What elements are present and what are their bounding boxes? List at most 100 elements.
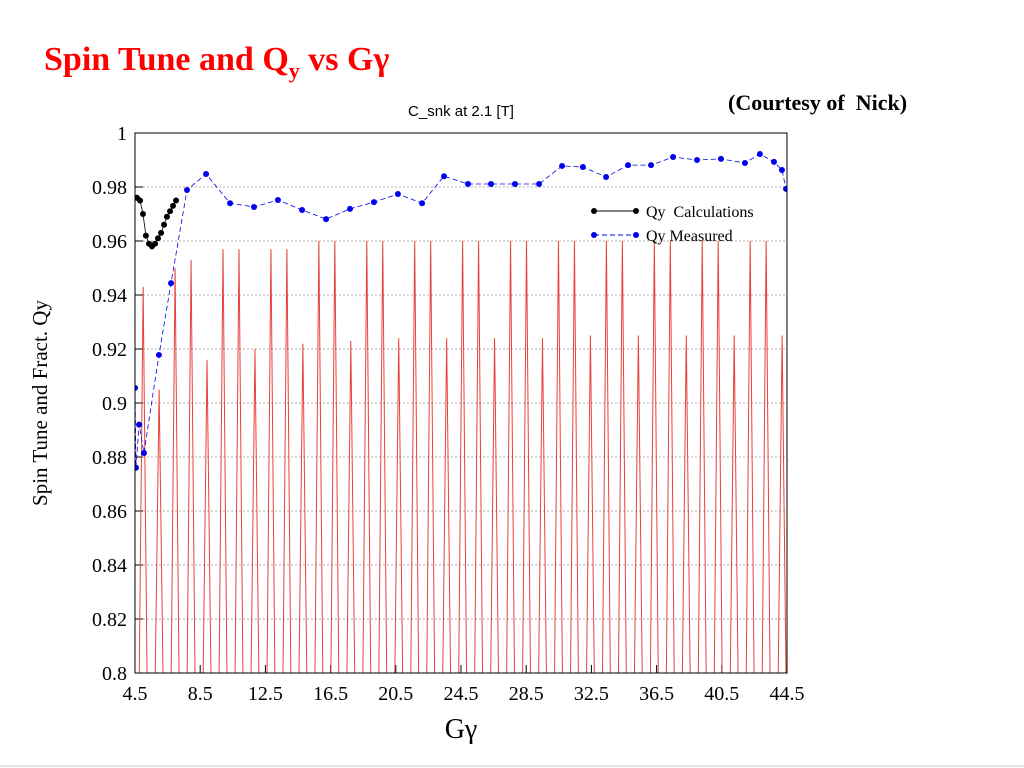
slide-title: Spin Tune and Qy vs Gγ bbox=[44, 41, 389, 83]
legend-marker bbox=[591, 208, 597, 214]
y-tick-label: 0.9 bbox=[102, 393, 127, 415]
spin-tune-spike bbox=[282, 249, 292, 673]
y-tick-label: 1 bbox=[117, 123, 127, 145]
spin-tune-spike bbox=[490, 338, 499, 673]
series-point bbox=[168, 280, 175, 287]
spin-tune-spike bbox=[570, 240, 579, 673]
spin-tune-spike bbox=[538, 338, 547, 673]
y-tick-label: 0.86 bbox=[92, 501, 127, 523]
spin-tune-spike bbox=[218, 249, 228, 673]
annotation: (Courtesy of Nick) bbox=[728, 90, 907, 115]
series-point bbox=[250, 203, 257, 210]
series-point bbox=[142, 232, 149, 239]
series-point bbox=[648, 162, 655, 169]
series-point bbox=[741, 159, 748, 166]
x-tick-label: 24.5 bbox=[444, 683, 479, 705]
title-text: Spin Tune and Q bbox=[44, 41, 289, 78]
spin-tune-spike bbox=[138, 286, 148, 673]
spin-tune-spike bbox=[633, 335, 643, 673]
y-tick-label: 0.88 bbox=[92, 447, 127, 469]
series-point bbox=[441, 173, 448, 180]
spin-tune-spike bbox=[442, 338, 452, 673]
chart-subtitle: C_snk at 2.1 [T] bbox=[408, 103, 514, 120]
series-point bbox=[536, 181, 543, 188]
spin-tune-spike bbox=[154, 389, 164, 673]
spin-tune-spike bbox=[681, 335, 691, 673]
series-point bbox=[559, 162, 566, 169]
spin-tune-spike bbox=[250, 348, 260, 673]
series-point bbox=[370, 199, 377, 206]
spin-tune-spike bbox=[777, 335, 787, 673]
y-axis-label: Spin Tune and Fract. Qy bbox=[28, 300, 52, 506]
y-tick-label: 0.92 bbox=[92, 339, 127, 361]
spin-tune-spike bbox=[330, 240, 340, 673]
series-line bbox=[135, 153, 787, 468]
series-point bbox=[135, 464, 139, 471]
legend-marker bbox=[633, 208, 639, 214]
series-point bbox=[717, 155, 724, 162]
series-point bbox=[161, 221, 168, 228]
legend-marker bbox=[591, 232, 597, 238]
series-point bbox=[625, 162, 632, 169]
series-point bbox=[756, 151, 763, 158]
spin-tune-spike bbox=[266, 249, 276, 673]
spin-tune-spike bbox=[729, 335, 739, 673]
spin-tune-spike bbox=[410, 240, 420, 673]
legend-marker bbox=[633, 232, 639, 238]
spin-tune-spike bbox=[665, 240, 675, 673]
spin-tune-spike bbox=[761, 240, 771, 673]
series-point bbox=[152, 240, 159, 247]
x-axis-label: Gγ bbox=[445, 714, 478, 745]
series-point bbox=[137, 197, 144, 204]
spin-tune-spike bbox=[601, 240, 611, 673]
spin-tune-spike bbox=[378, 240, 388, 673]
series-point bbox=[778, 166, 785, 173]
spin-tune-spike bbox=[362, 240, 372, 673]
series-point bbox=[158, 229, 165, 236]
spin-tune-spike bbox=[522, 240, 531, 673]
x-tick-label: 4.5 bbox=[123, 683, 148, 705]
series-point bbox=[579, 164, 586, 171]
series-point bbox=[154, 235, 161, 242]
spin-tune-spike bbox=[649, 240, 659, 673]
plot-frame bbox=[134, 132, 788, 674]
x-tick-label: 44.5 bbox=[770, 683, 805, 705]
series-point bbox=[394, 191, 401, 198]
x-tick-label: 40.5 bbox=[704, 683, 739, 705]
x-tick-label: 12.5 bbox=[248, 683, 283, 705]
series-point bbox=[135, 384, 138, 391]
series-point bbox=[140, 449, 147, 456]
x-tick-label: 36.5 bbox=[639, 683, 674, 705]
series-point bbox=[465, 181, 472, 188]
series-point bbox=[167, 208, 174, 215]
series-point bbox=[670, 154, 677, 161]
spin-tune-spike bbox=[234, 249, 244, 673]
spin-tune-spike bbox=[458, 240, 468, 673]
y-tick-label: 0.96 bbox=[92, 231, 127, 253]
title-text: vs Gγ bbox=[300, 41, 390, 78]
x-tick-label: 8.5 bbox=[188, 683, 213, 705]
series-point bbox=[227, 200, 234, 207]
spin-tune-spike bbox=[506, 240, 515, 673]
series-point bbox=[299, 206, 306, 213]
spin-tune-spike bbox=[202, 359, 212, 673]
series-point bbox=[183, 186, 190, 193]
y-tick-label: 0.8 bbox=[102, 663, 127, 685]
series-point bbox=[346, 205, 353, 212]
legend-label: Qy Measured bbox=[646, 228, 733, 245]
series-point bbox=[139, 211, 146, 217]
series-point bbox=[419, 200, 426, 207]
y-tick-label: 0.98 bbox=[92, 177, 127, 199]
series-point bbox=[323, 216, 330, 223]
x-tick-label: 28.5 bbox=[509, 683, 544, 705]
series-point bbox=[783, 185, 787, 192]
spin-tune-spike bbox=[474, 240, 484, 673]
spin-tune-spike bbox=[697, 240, 707, 673]
title-subscript: y bbox=[289, 58, 300, 83]
spin-tune-spike bbox=[394, 338, 404, 673]
x-tick-label: 20.5 bbox=[378, 683, 413, 705]
series-point bbox=[487, 181, 494, 188]
series-point bbox=[274, 196, 281, 203]
series-point bbox=[770, 158, 777, 165]
series-point bbox=[155, 351, 162, 358]
